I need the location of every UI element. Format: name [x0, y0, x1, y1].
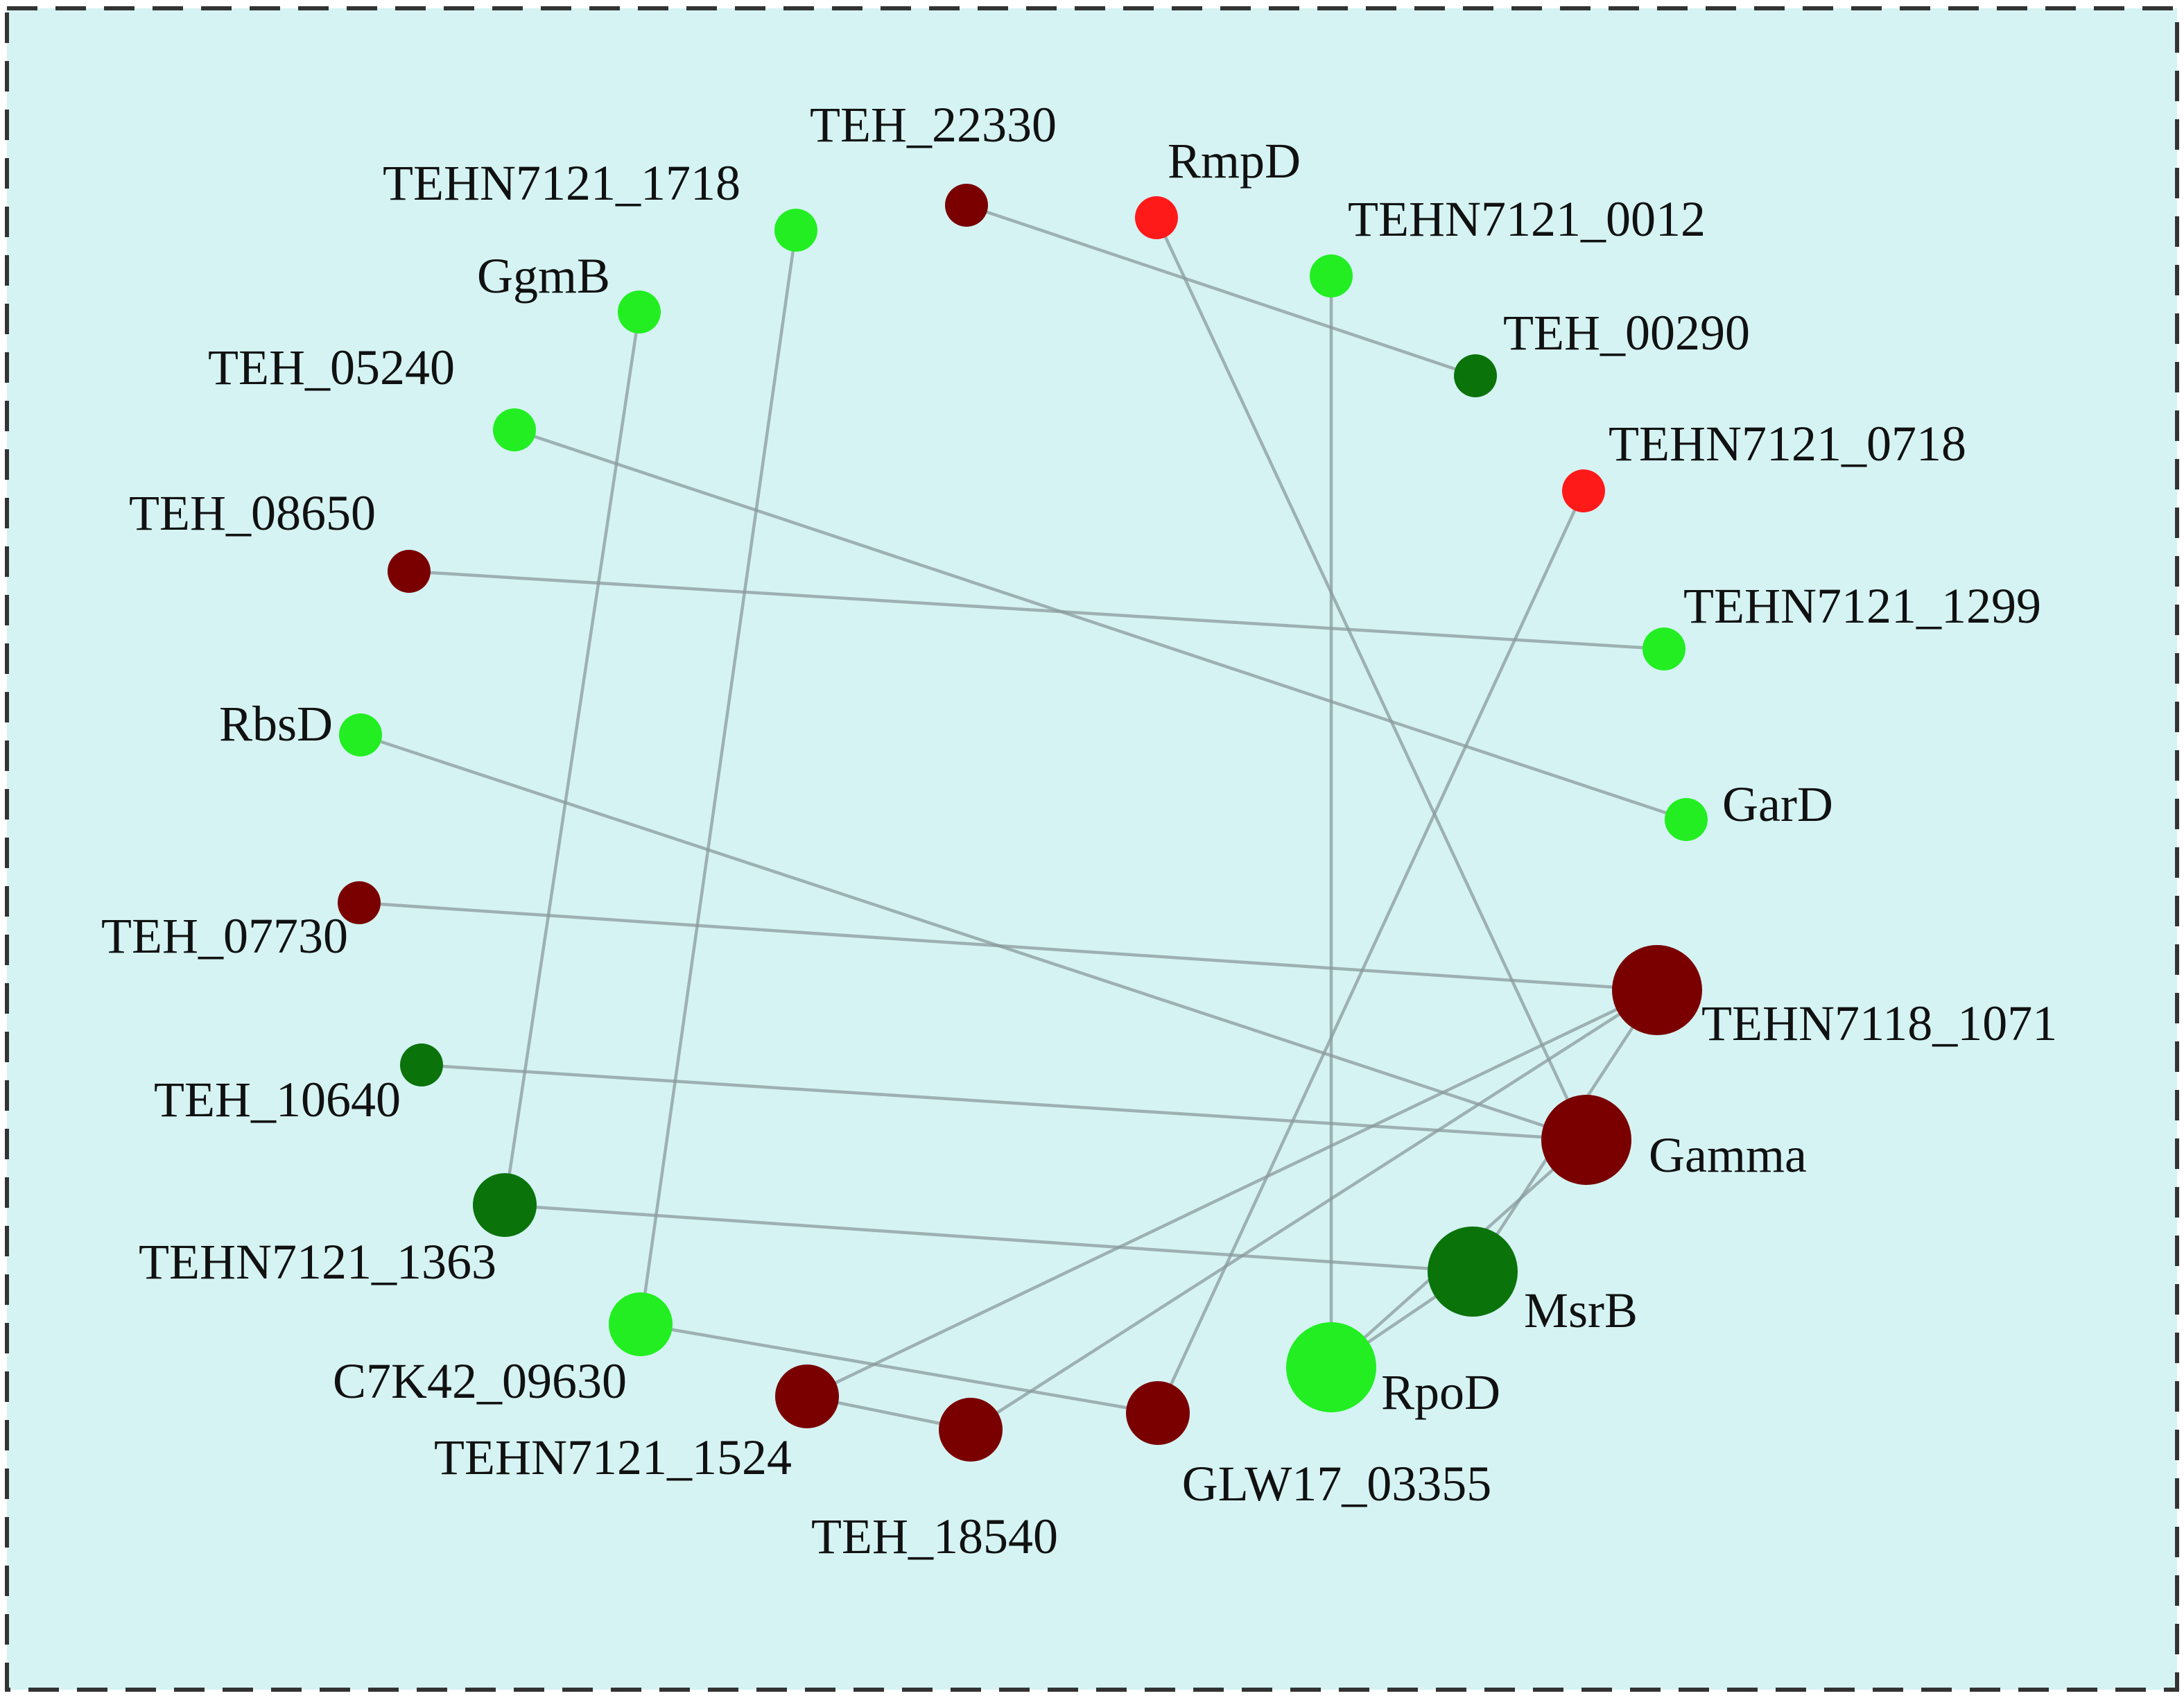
- edge-tehn7121_1363-msrb: [504, 1203, 1473, 1274]
- node-rmpd[interactable]: [1135, 196, 1178, 239]
- edge-teh_22330-teh_00290: [966, 203, 1476, 378]
- edge-rbsd-gamma: [360, 733, 1587, 1142]
- node-tehn7121-1299[interactable]: [1643, 627, 1685, 670]
- node-label-teh-10640: TEH_10640: [154, 1072, 401, 1127]
- node-label-gard: GarD: [1722, 777, 1833, 832]
- node-teh-18540[interactable]: [939, 1398, 1003, 1462]
- node-label-teh-18540: TEH_18540: [811, 1509, 1058, 1564]
- node-tehn7121-1363[interactable]: [473, 1173, 537, 1237]
- node-label-rmpd: RmpD: [1168, 133, 1301, 189]
- edge-c7k42_09630-glw17_03355: [640, 1322, 1159, 1415]
- labels-layer: TEH_22330 RmpD TEHN7121_0012 TEH_00290 TEHN7…: [101, 97, 2057, 1564]
- node-label-c7k42-09630: C7K42_09630: [333, 1353, 627, 1409]
- edge-teh_10640-gamma: [421, 1063, 1587, 1142]
- node-label-msrb: MsrB: [1524, 1283, 1638, 1338]
- node-label-teh-22330: TEH_22330: [810, 97, 1057, 153]
- edge-tehn7121_1718-c7k42_09630: [639, 229, 798, 1325]
- node-label-teh-05240: TEH_05240: [208, 340, 455, 395]
- edge-teh_05240-gard: [514, 428, 1687, 822]
- edge-rmpd-gamma: [1154, 217, 1588, 1141]
- node-glw17-03355[interactable]: [1126, 1381, 1190, 1445]
- node-teh-08650[interactable]: [388, 550, 431, 593]
- node-label-teh-08650: TEH_08650: [129, 485, 376, 541]
- node-c7k42-09630[interactable]: [609, 1292, 673, 1356]
- node-tehn7121-1718[interactable]: [774, 209, 817, 252]
- node-msrb[interactable]: [1428, 1227, 1518, 1317]
- edge-teh_08650-tehn7121_1299: [408, 569, 1665, 651]
- node-label-teh-07730: TEH_07730: [101, 908, 348, 964]
- node-ggmb[interactable]: [618, 291, 661, 333]
- node-teh-07730[interactable]: [338, 881, 381, 924]
- node-rpod[interactable]: [1286, 1322, 1376, 1412]
- node-tehn7121-1524[interactable]: [775, 1365, 839, 1428]
- node-label-tehn7118-1071: TEHN7118_1071: [1701, 996, 2057, 1051]
- node-label-rpod: RpoD: [1381, 1365, 1500, 1420]
- node-tehn7121-0012[interactable]: [1310, 254, 1353, 297]
- node-gard[interactable]: [1665, 798, 1708, 841]
- node-label-gamma: Gamma: [1649, 1127, 1807, 1183]
- node-tehn7121-0718[interactable]: [1562, 469, 1605, 512]
- node-teh-22330[interactable]: [945, 184, 988, 227]
- node-label-tehn7121-1718: TEHN7121_1718: [383, 155, 740, 211]
- node-label-tehn7121-1524: TEHN7121_1524: [434, 1430, 792, 1485]
- node-label-tehn7121-1363: TEHN7121_1363: [139, 1234, 496, 1290]
- node-label-tehn7121-0718: TEHN7121_0718: [1609, 416, 1966, 471]
- node-label-teh-00290: TEH_00290: [1503, 305, 1750, 361]
- edge-teh_18540-tehn7118_1071: [969, 989, 1658, 1431]
- edge-tehn7121_0718-glw17_03355: [1156, 490, 1586, 1414]
- node-rbsd[interactable]: [339, 713, 382, 756]
- node-teh-05240[interactable]: [493, 408, 536, 451]
- node-label-tehn7121-0012: TEHN7121_0012: [1348, 191, 1706, 247]
- node-teh-00290[interactable]: [1454, 354, 1497, 397]
- node-label-glw17-03355: GLW17_03355: [1182, 1456, 1492, 1511]
- node-label-rbsd: RbsD: [219, 696, 333, 752]
- edge-ggmb-tehn7121_1363: [503, 311, 641, 1206]
- edge-teh_07730-tehn7118_1071: [358, 901, 1658, 992]
- node-label-tehn7121-1299: TEHN7121_1299: [1683, 578, 2041, 634]
- diagram-panel: [5, 6, 2179, 1692]
- edge-tehn7121_1524-tehn7118_1071: [806, 988, 1658, 1398]
- node-label-ggmb: GgmB: [477, 248, 610, 304]
- node-teh-10640[interactable]: [400, 1043, 443, 1086]
- node-gamma[interactable]: [1541, 1095, 1631, 1185]
- node-tehn7118-1071[interactable]: [1612, 945, 1702, 1035]
- nodes-layer: [338, 184, 1708, 1462]
